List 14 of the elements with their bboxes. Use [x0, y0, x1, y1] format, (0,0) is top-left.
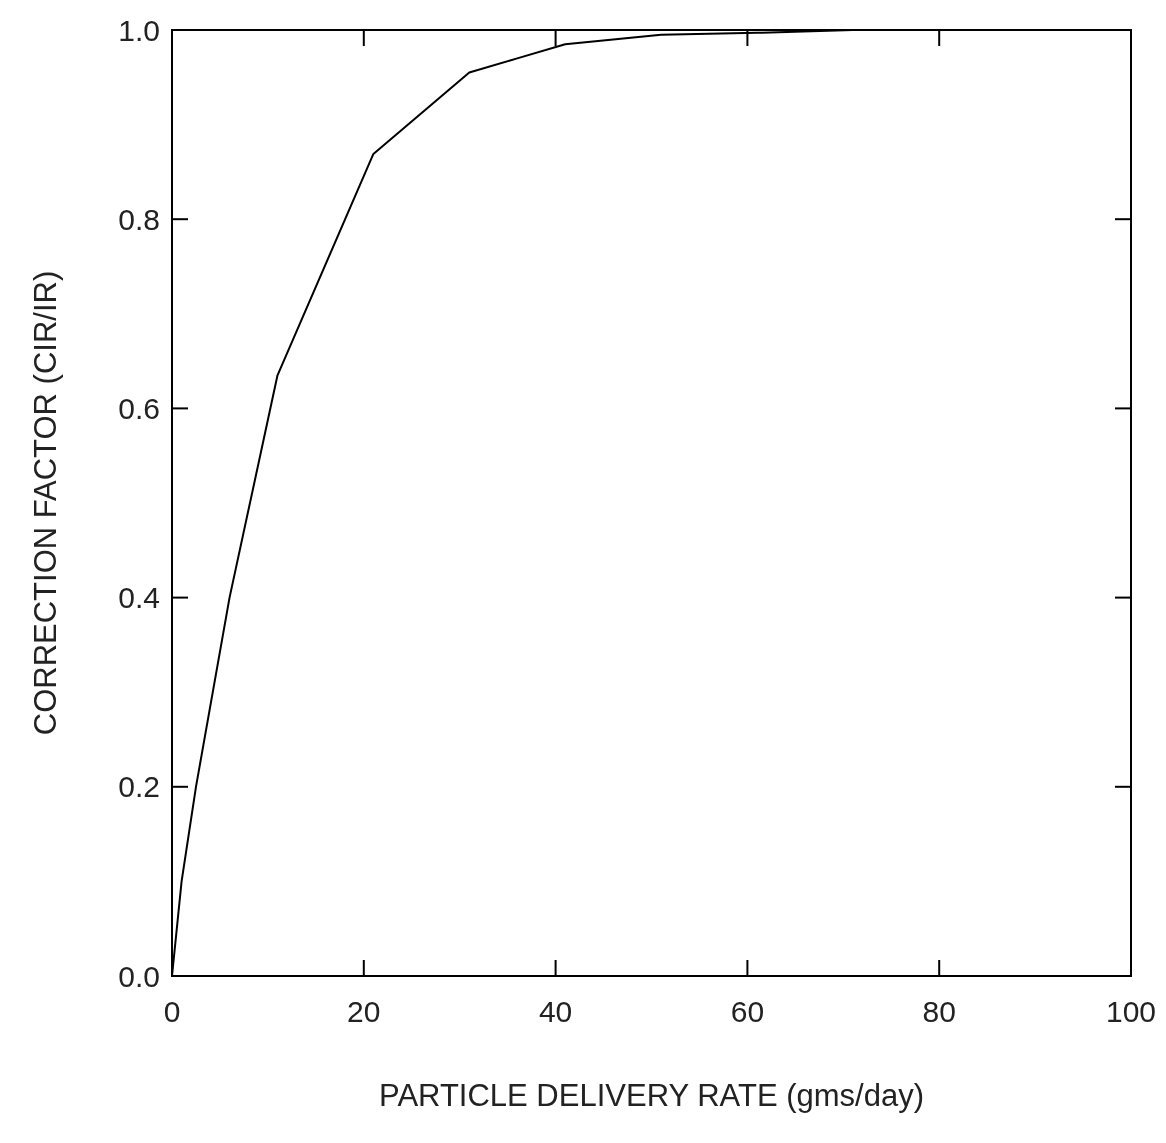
- y-axis-title: CORRECTION FACTOR (CIR/IR): [28, 270, 63, 736]
- x-tick-label: 60: [730, 995, 765, 1028]
- x-tick-label: 0: [163, 995, 181, 1028]
- y-tick-label: 0.0: [118, 959, 160, 993]
- y-tick-label: 1.0: [118, 13, 160, 47]
- y-tick-label: 0.4: [118, 581, 160, 615]
- x-tick-label: 20: [347, 995, 381, 1028]
- x-tick-label: 80: [922, 995, 956, 1028]
- x-tick-label: 40: [538, 995, 573, 1028]
- y-tick-label: 0.2: [118, 770, 160, 804]
- x-tick-label: 100: [1105, 995, 1157, 1028]
- x-axis-title: PARTICLE DELIVERY RATE (gms/day): [379, 1078, 924, 1113]
- y-tick-label: 0.8: [118, 202, 160, 236]
- y-tick-label: 0.6: [118, 391, 160, 425]
